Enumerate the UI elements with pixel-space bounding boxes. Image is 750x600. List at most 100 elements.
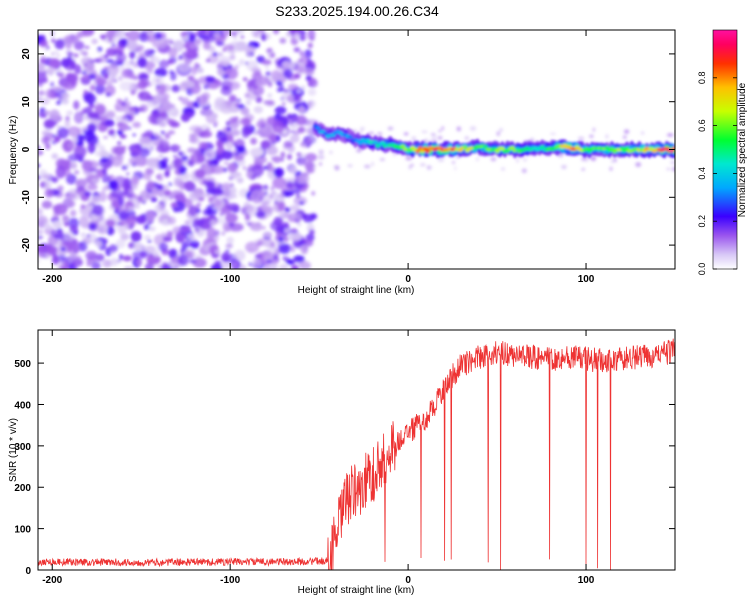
noise-speckle bbox=[187, 147, 196, 153]
noise-speckle bbox=[41, 34, 46, 39]
noise-speckle bbox=[184, 111, 194, 118]
noise-speckle bbox=[133, 75, 138, 80]
noise-speckle bbox=[130, 90, 136, 95]
noise-speckle bbox=[142, 172, 152, 181]
heatmap-noise-layer bbox=[38, 30, 675, 269]
snr-line-path bbox=[38, 338, 675, 570]
noise-speckle bbox=[91, 178, 100, 184]
noise-speckle bbox=[41, 136, 49, 144]
noise-speckle bbox=[262, 231, 273, 238]
noise-speckle bbox=[87, 233, 97, 244]
ridge-cell bbox=[347, 135, 354, 139]
noise-speckle bbox=[278, 193, 283, 198]
noise-speckle bbox=[52, 86, 62, 92]
noise-speckle bbox=[291, 177, 295, 180]
noise-speckle bbox=[63, 231, 75, 242]
y-tick-label: 0 bbox=[21, 146, 32, 152]
noise-speckle bbox=[118, 221, 125, 227]
noise-speckle bbox=[581, 168, 586, 171]
noise-speckle bbox=[237, 172, 242, 177]
noise-speckle bbox=[270, 53, 275, 58]
noise-speckle bbox=[230, 31, 238, 37]
figure-title: S233.2025.194.00.26.C34 bbox=[275, 3, 439, 19]
noise-speckle bbox=[250, 87, 255, 91]
noise-speckle bbox=[622, 135, 627, 139]
noise-speckle bbox=[319, 162, 322, 166]
noise-speckle bbox=[53, 232, 66, 240]
noise-speckle bbox=[177, 254, 189, 266]
noise-speckle bbox=[51, 38, 56, 43]
noise-speckle bbox=[121, 165, 128, 171]
noise-speckle bbox=[80, 232, 86, 238]
noise-speckle bbox=[561, 166, 567, 169]
noise-speckle bbox=[456, 156, 460, 159]
noise-speckle bbox=[580, 157, 588, 162]
noise-speckle bbox=[81, 70, 88, 75]
noise-speckle bbox=[589, 134, 594, 138]
noise-speckle bbox=[41, 173, 51, 180]
noise-speckle bbox=[86, 183, 98, 191]
noise-speckle bbox=[105, 80, 113, 86]
noise-speckle bbox=[126, 40, 138, 51]
colorbar-tick-label: 0.4 bbox=[697, 167, 707, 180]
noise-speckle bbox=[88, 104, 96, 109]
noise-speckle bbox=[268, 135, 278, 143]
noise-speckle bbox=[60, 247, 66, 252]
noise-speckle bbox=[242, 166, 247, 171]
noise-speckle bbox=[183, 180, 195, 191]
colorbar-gradient bbox=[712, 29, 738, 270]
noise-speckle bbox=[163, 116, 170, 122]
noise-speckle bbox=[181, 241, 191, 249]
noise-speckle bbox=[128, 156, 144, 166]
noise-speckle bbox=[213, 33, 221, 38]
noise-speckle bbox=[291, 116, 298, 121]
heatmap-x-label: Height of straight line (km) bbox=[298, 285, 415, 296]
noise-speckle bbox=[38, 71, 47, 84]
noise-speckle bbox=[212, 113, 218, 119]
noise-speckle bbox=[293, 47, 301, 53]
noise-speckle bbox=[264, 251, 274, 262]
noise-speckle bbox=[169, 121, 180, 128]
noise-speckle bbox=[240, 107, 250, 116]
noise-speckle bbox=[218, 56, 231, 66]
noise-speckle bbox=[317, 155, 325, 160]
noise-speckle bbox=[205, 180, 215, 190]
ridge-cell bbox=[422, 146, 428, 151]
noise-speckle bbox=[38, 207, 44, 216]
noise-speckle bbox=[54, 50, 59, 55]
noise-speckle bbox=[284, 207, 291, 213]
ridge-cell bbox=[609, 147, 615, 151]
colorbar-tick-label: 0.2 bbox=[697, 215, 707, 228]
noise-speckle bbox=[225, 194, 234, 200]
noise-speckle bbox=[194, 32, 199, 36]
noise-speckle bbox=[87, 112, 100, 119]
noise-speckle bbox=[213, 79, 220, 84]
noise-speckle bbox=[190, 240, 200, 249]
noise-speckle bbox=[153, 251, 160, 257]
noise-speckle bbox=[254, 78, 264, 88]
noise-speckle bbox=[74, 170, 80, 175]
noise-speckle bbox=[154, 95, 163, 102]
noise-speckle bbox=[154, 132, 159, 137]
noise-speckle bbox=[81, 30, 95, 37]
x-tick-label: -200 bbox=[42, 575, 62, 586]
noise-speckle bbox=[99, 150, 109, 159]
noise-speckle bbox=[160, 264, 172, 269]
noise-speckle bbox=[195, 149, 201, 154]
noise-speckle bbox=[194, 169, 206, 179]
noise-speckle bbox=[624, 129, 630, 134]
noise-speckle bbox=[282, 256, 286, 259]
noise-speckle bbox=[178, 151, 184, 157]
noise-speckle bbox=[173, 155, 178, 158]
noise-speckle bbox=[76, 140, 84, 147]
noise-speckle bbox=[179, 55, 183, 59]
noise-speckle bbox=[307, 100, 316, 107]
noise-speckle bbox=[254, 155, 267, 164]
noise-speckle bbox=[54, 39, 65, 50]
noise-speckle bbox=[280, 151, 286, 159]
noise-speckle bbox=[262, 226, 266, 230]
noise-speckle bbox=[73, 40, 85, 51]
noise-speckle bbox=[281, 60, 291, 69]
noise-speckle bbox=[76, 145, 81, 150]
colorbar-ticks: 0.0 0.2 0.4 0.6 0.8 bbox=[697, 72, 737, 275]
